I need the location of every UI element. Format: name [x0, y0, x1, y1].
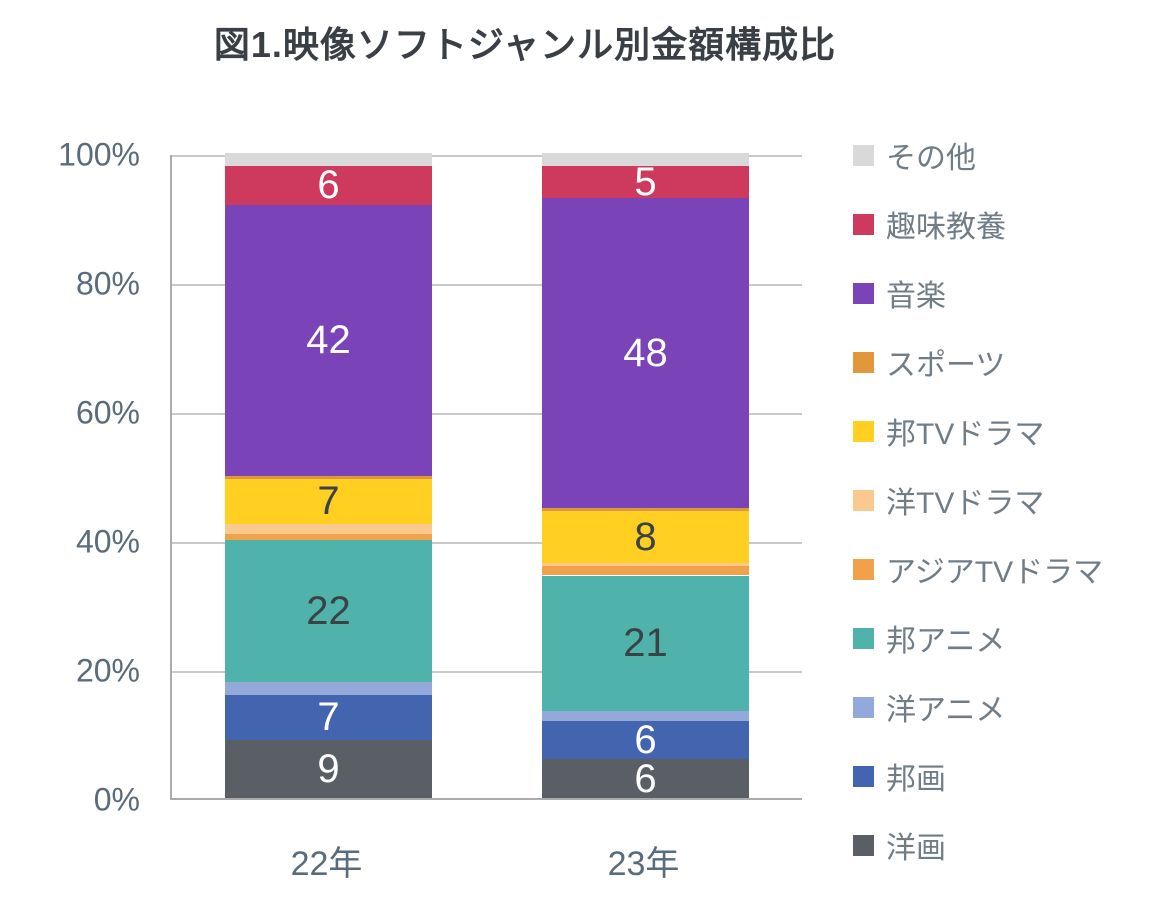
bar-segment — [225, 153, 432, 166]
gridline — [172, 155, 802, 157]
legend-item: 趣味教養 — [853, 204, 1103, 244]
gridline — [172, 284, 802, 286]
bar-segment: 22 — [225, 540, 432, 682]
legend-swatch-icon — [853, 489, 874, 511]
legend-item: 洋画 — [853, 825, 1103, 865]
bar-segment — [225, 475, 432, 479]
legend-label: その他 — [886, 142, 976, 175]
bar-segment: 21 — [542, 575, 749, 711]
y-tick-label: 40% — [75, 523, 140, 560]
gridlines — [172, 155, 802, 798]
stacked-bar: 9 7 22 7 42 6 — [225, 153, 432, 798]
legend-item: 洋アニメ — [853, 687, 1103, 727]
legend-item: 洋TVドラマ — [853, 480, 1103, 520]
gridline — [172, 413, 802, 415]
legend-item: 邦アニメ — [853, 618, 1103, 658]
bar-segment: 42 — [225, 204, 432, 476]
legend-item: 音楽 — [853, 273, 1103, 313]
bar-segment — [225, 523, 432, 534]
y-tick-label: 0% — [93, 781, 140, 818]
legend-item: スポーツ — [853, 342, 1103, 382]
legend-swatch-icon — [853, 420, 874, 442]
legend-label: 邦画 — [886, 763, 946, 796]
x-tick-label: 23年 — [607, 845, 680, 883]
legend-item: 邦TVドラマ — [853, 411, 1103, 451]
legend: その他趣味教養音楽スポーツ邦TVドラマ 洋TVドラマアジアTVドラマ 邦アニメ洋アニ… — [853, 135, 1103, 894]
legend-label: スポーツ — [886, 349, 1006, 382]
x-axis: 22年 23年 — [170, 836, 802, 886]
y-tick-label: 20% — [75, 652, 140, 689]
bar-segment: 48 — [542, 198, 749, 508]
y-tick-label: 100% — [58, 136, 140, 173]
bar-segment: 5 — [542, 162, 749, 202]
bar-segment: 7 — [225, 478, 432, 524]
legend-item: その他 — [853, 135, 1103, 175]
legend-swatch-icon — [853, 696, 874, 718]
y-tick-label: 60% — [75, 394, 140, 431]
bar-segment — [542, 153, 749, 166]
bar-segment: 6 — [225, 163, 432, 208]
legend-item: アジアTVドラマ — [853, 549, 1103, 589]
legend-swatch-icon — [853, 213, 874, 235]
bar-segment: 9 — [225, 739, 432, 798]
y-tick-label: 80% — [75, 265, 140, 302]
gridline — [172, 542, 802, 544]
legend-label: 趣味教養 — [886, 211, 1006, 244]
legend-label: 洋アニメ — [886, 694, 1006, 727]
legend-swatch-icon — [853, 627, 874, 649]
bar-segment: 6 — [542, 756, 749, 801]
legend-item: 邦画 — [853, 756, 1103, 796]
bar-segment — [542, 710, 749, 721]
bar-value-label: 6 — [317, 163, 340, 208]
bar-segment: 8 — [542, 510, 749, 563]
legend-swatch-icon — [853, 144, 874, 166]
legend-label: 洋TVドラマ — [886, 487, 1045, 520]
bar-value-label: 21 — [623, 621, 668, 666]
legend-swatch-icon — [853, 558, 874, 580]
x-tick-label: 22年 — [290, 845, 363, 883]
stacked-bar: 6 6 21 8 48 5 — [542, 153, 749, 801]
bar-value-label: 42 — [306, 318, 351, 363]
bar-segment — [542, 565, 749, 576]
legend-swatch-icon — [853, 282, 874, 304]
gridline — [172, 671, 802, 673]
legend-label: 洋画 — [886, 832, 946, 865]
bar-segment — [225, 681, 432, 695]
bar-segment — [542, 507, 749, 511]
bar-segment: 7 — [225, 694, 432, 740]
legend-label: アジアTVドラマ — [886, 556, 1104, 589]
bar-value-label: 7 — [317, 479, 340, 524]
y-axis: 100% 80% 60% 40% 20% 0% — [0, 137, 140, 818]
legend-swatch-icon — [853, 834, 874, 856]
plot-area: 9 7 22 7 42 6 6 6 21 8 48 5 — [170, 153, 802, 801]
bar-value-label: 5 — [634, 160, 657, 205]
chart-title: 図1.映像ソフトジャンル別金額構成比 — [213, 24, 837, 65]
bar-segment — [225, 533, 432, 540]
bar-value-label: 6 — [634, 717, 657, 762]
legend-swatch-icon — [853, 351, 874, 373]
bar-value-label: 48 — [623, 330, 668, 375]
legend-swatch-icon — [853, 765, 874, 787]
bar-value-label: 8 — [634, 514, 657, 559]
bar-segment: 6 — [542, 717, 749, 762]
bar-value-label: 22 — [306, 588, 351, 633]
bar-value-label: 6 — [634, 756, 657, 801]
legend-label: 音楽 — [886, 280, 946, 313]
bar-value-label: 9 — [317, 746, 340, 791]
bar-value-label: 7 — [317, 695, 340, 740]
legend-label: 邦アニメ — [886, 625, 1006, 658]
legend-label: 邦TVドラマ — [886, 418, 1045, 451]
bar-segment — [542, 562, 749, 566]
